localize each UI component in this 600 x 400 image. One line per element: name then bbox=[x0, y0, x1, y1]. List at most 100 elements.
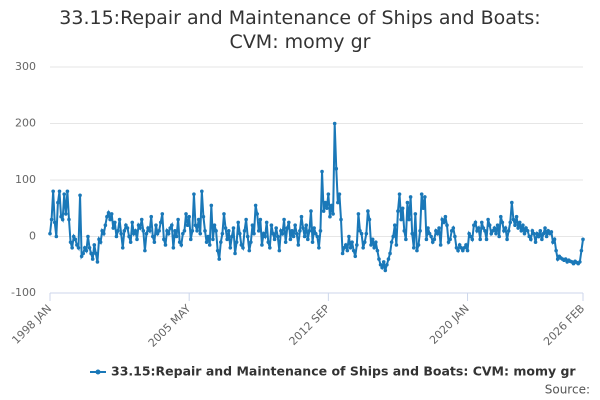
y-tick-label: 0 bbox=[29, 230, 36, 243]
data-point bbox=[78, 193, 82, 198]
data-point bbox=[415, 248, 419, 253]
data-point bbox=[533, 240, 538, 244]
data-point bbox=[122, 229, 127, 233]
data-point bbox=[440, 217, 445, 222]
data-point bbox=[268, 246, 272, 250]
data-point bbox=[410, 231, 414, 236]
data-point bbox=[321, 209, 326, 213]
data-point bbox=[299, 214, 304, 219]
data-point bbox=[181, 231, 185, 236]
data-point bbox=[275, 234, 280, 239]
data-point bbox=[400, 206, 405, 211]
chart-title: 33.15:Repair and Maintenance of Ships an… bbox=[59, 7, 541, 53]
data-point bbox=[290, 229, 294, 233]
data-point bbox=[225, 237, 229, 242]
data-point bbox=[459, 246, 464, 250]
data-point bbox=[87, 246, 92, 250]
data-point bbox=[200, 189, 204, 194]
data-point bbox=[54, 234, 59, 239]
data-point bbox=[187, 214, 191, 219]
data-point bbox=[162, 237, 166, 242]
data-point bbox=[343, 243, 348, 247]
data-point bbox=[152, 240, 157, 244]
data-point bbox=[261, 231, 266, 236]
data-point bbox=[201, 214, 206, 219]
data-point bbox=[185, 223, 190, 227]
data-point bbox=[519, 229, 524, 233]
data-point bbox=[334, 166, 339, 171]
data-point bbox=[498, 214, 503, 219]
data-point bbox=[456, 248, 460, 253]
data-point bbox=[271, 231, 275, 236]
y-tick-label: 100 bbox=[15, 173, 36, 186]
data-point bbox=[169, 223, 174, 227]
data-point bbox=[215, 248, 220, 253]
data-point bbox=[340, 251, 345, 256]
data-point bbox=[500, 220, 505, 225]
data-point bbox=[551, 240, 555, 244]
data-point bbox=[419, 192, 424, 196]
data-point bbox=[544, 234, 549, 239]
data-point bbox=[345, 248, 350, 253]
data-point bbox=[416, 243, 421, 247]
data-point bbox=[143, 248, 147, 253]
data-point bbox=[139, 217, 144, 222]
data-point bbox=[304, 223, 309, 227]
data-point bbox=[226, 229, 231, 233]
data-point bbox=[348, 246, 353, 250]
data-point bbox=[73, 237, 78, 242]
data-point bbox=[151, 234, 155, 239]
data-point bbox=[228, 246, 233, 250]
data-point bbox=[279, 229, 283, 233]
data-point bbox=[280, 231, 285, 236]
data-point bbox=[389, 240, 394, 244]
data-point bbox=[392, 223, 397, 227]
data-point bbox=[438, 243, 443, 247]
data-point bbox=[310, 240, 315, 244]
data-point bbox=[449, 229, 454, 233]
data-point bbox=[70, 246, 74, 250]
data-point bbox=[388, 251, 392, 256]
data-point bbox=[65, 189, 70, 194]
data-point bbox=[68, 240, 73, 244]
data-point bbox=[176, 217, 180, 222]
data-point bbox=[184, 212, 188, 216]
legend-label: 33.15:Repair and Maintenance of Ships an… bbox=[111, 364, 576, 379]
data-point bbox=[174, 234, 179, 239]
data-point bbox=[361, 246, 365, 250]
data-point bbox=[301, 226, 305, 230]
data-point bbox=[411, 246, 416, 250]
data-point bbox=[377, 257, 381, 261]
data-point bbox=[114, 234, 119, 239]
data-point bbox=[451, 226, 456, 230]
data-point bbox=[405, 200, 410, 205]
data-point bbox=[383, 268, 388, 273]
data-point bbox=[483, 229, 487, 233]
data-point bbox=[563, 257, 568, 261]
data-point bbox=[524, 226, 528, 230]
data-point bbox=[188, 237, 193, 242]
data-point bbox=[287, 220, 291, 225]
data-point bbox=[154, 223, 158, 227]
data-point bbox=[128, 240, 133, 244]
data-point bbox=[94, 251, 98, 256]
data-point bbox=[214, 229, 218, 233]
data-point bbox=[364, 231, 369, 236]
data-point bbox=[84, 248, 89, 253]
data-point bbox=[138, 226, 142, 230]
data-point bbox=[356, 212, 361, 216]
data-point bbox=[117, 217, 122, 222]
data-point bbox=[489, 231, 494, 236]
data-point bbox=[260, 243, 264, 247]
data-point bbox=[52, 220, 57, 225]
data-point bbox=[521, 223, 525, 227]
data-point bbox=[192, 192, 196, 196]
data-point bbox=[282, 217, 286, 222]
y-tick-label: -100 bbox=[11, 286, 36, 299]
data-point bbox=[155, 231, 160, 236]
x-tick-label: 2020 JAN bbox=[427, 302, 472, 347]
data-point bbox=[581, 237, 585, 242]
data-point bbox=[294, 231, 299, 236]
data-point bbox=[136, 223, 141, 227]
data-point bbox=[324, 206, 329, 211]
